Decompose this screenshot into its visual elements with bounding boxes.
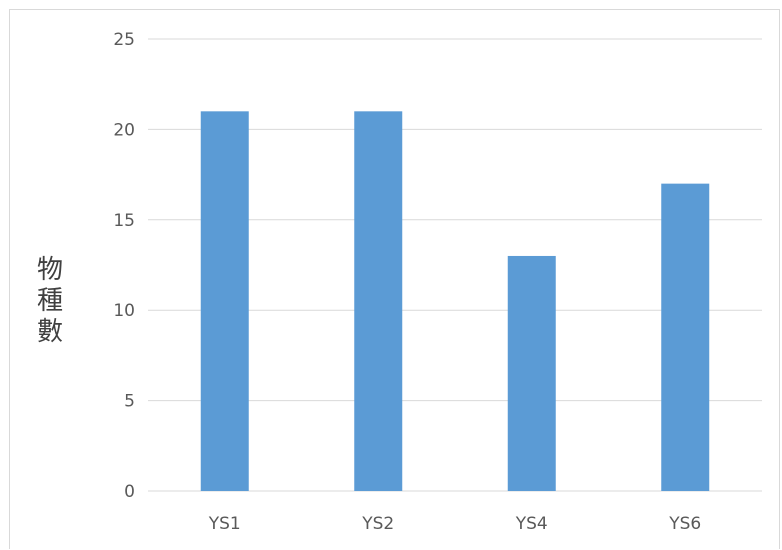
y-tick-label: 5 <box>124 392 135 412</box>
x-tick-label: YS4 <box>515 514 548 534</box>
y-axis-label-char: 數 <box>37 317 63 347</box>
y-tick-label: 15 <box>113 211 135 231</box>
y-tick-label: 0 <box>124 482 135 502</box>
bar-chart: 0 5 10 15 20 25 YS1 YS2 YS4 YS6 物種數 <box>37 30 762 534</box>
bar-ys1 <box>200 111 249 491</box>
bar-ys2 <box>354 111 403 491</box>
y-tick-label: 20 <box>113 120 135 140</box>
y-axis-label-char: 種 <box>37 286 63 316</box>
x-tick-label: YS2 <box>361 514 394 534</box>
bars <box>200 111 710 491</box>
x-tick-labels: YS1 YS2 YS4 YS6 <box>208 514 702 534</box>
x-tick-label: YS1 <box>208 514 241 534</box>
y-tick-label: 25 <box>113 30 135 50</box>
y-axis-label-char: 物 <box>37 255 63 285</box>
y-tick-label: 10 <box>113 301 135 321</box>
y-tick-labels: 0 5 10 15 20 25 <box>113 30 135 502</box>
bar-ys4 <box>507 255 556 491</box>
y-axis-label: 物種數 <box>37 255 63 347</box>
bar-ys6 <box>661 183 710 491</box>
x-tick-label: YS6 <box>668 514 701 534</box>
gridlines <box>148 38 762 492</box>
chart-frame: 0 5 10 15 20 25 YS1 YS2 YS4 YS6 物種數 <box>9 9 780 549</box>
